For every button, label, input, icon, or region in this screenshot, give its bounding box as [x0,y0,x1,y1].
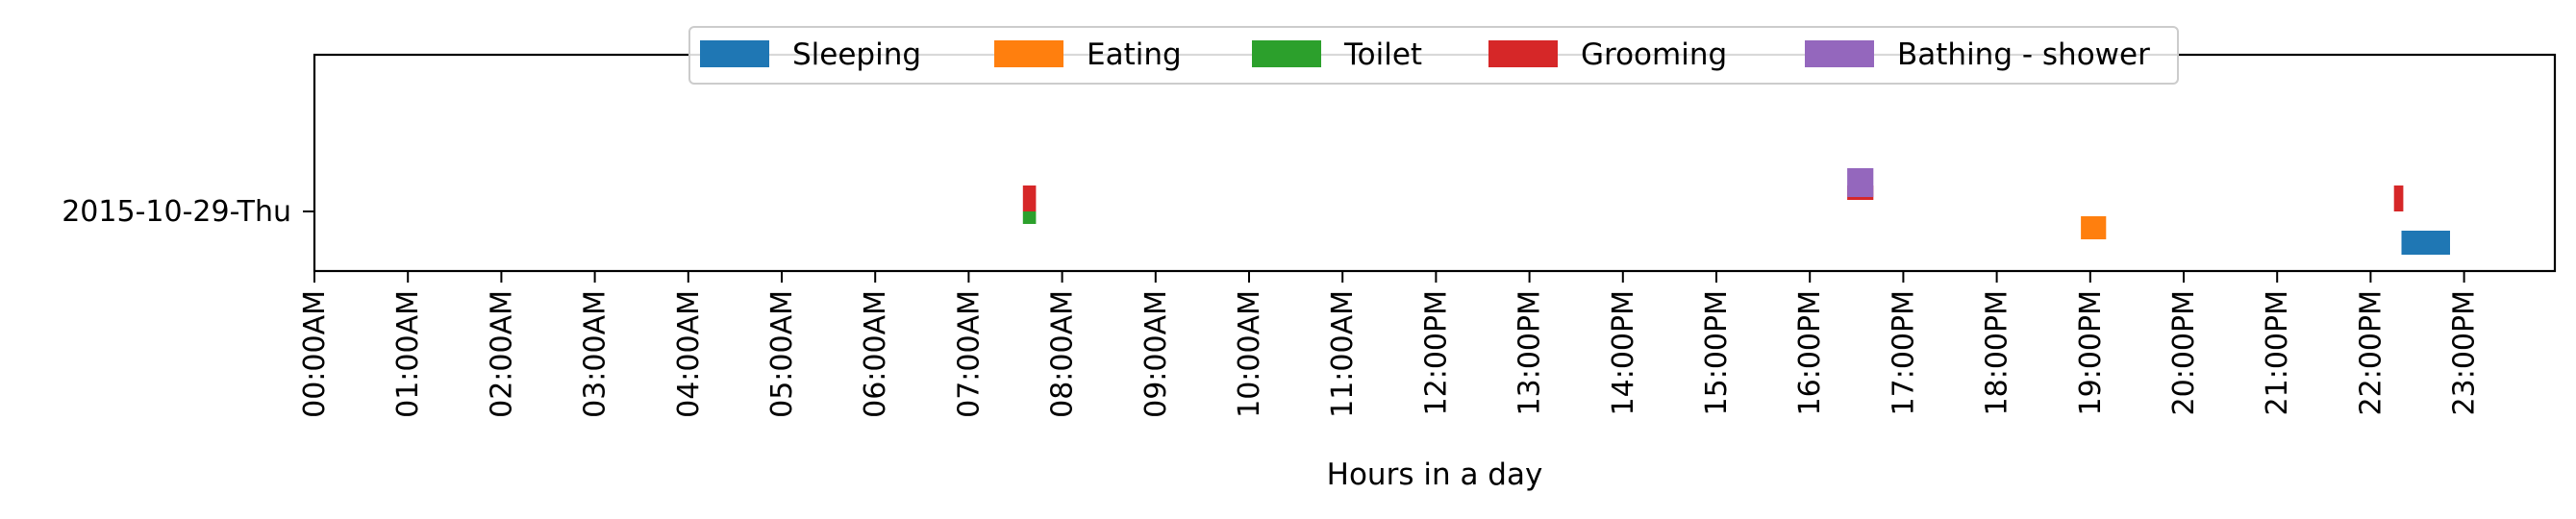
x-tick-label: 12:00PM [1419,290,1453,415]
legend-label: Eating [1087,37,1182,72]
x-tick-label: 06:00AM [859,290,892,418]
legend-label: Grooming [1581,37,1727,72]
bar-toilet [1022,211,1037,224]
x-tick-label: 01:00AM [391,290,425,418]
x-tick-label: 04:00AM [672,290,706,418]
x-tick-label: 11:00AM [1326,290,1360,418]
x-tick-label: 21:00PM [2261,290,2294,415]
bar-eating [2081,216,2107,239]
legend-label: Toilet [1343,37,1422,72]
x-tick-label: 10:00AM [1233,290,1266,418]
legend-swatch [700,40,769,67]
x-tick-label: 09:00AM [1139,290,1173,418]
x-axis-title: Hours in a day [1327,457,1543,492]
x-tick-label: 07:00AM [952,290,986,418]
plot-frame [313,53,2557,273]
legend: Sleeping Eating Toilet Grooming Bathing - sh… [688,26,2179,85]
bar-grooming [2393,185,2404,211]
x-tick-label: 00:00AM [298,290,332,418]
x-tick-label: 14:00PM [1607,290,1640,415]
y-axis-ticks: 2015-10-29-Thu [62,195,314,229]
x-tick-label: 22:00PM [2354,290,2388,415]
legend-swatch [1805,40,1874,67]
x-tick-label: 13:00PM [1513,290,1547,415]
y-tick-label: 2015-10-29-Thu [62,195,291,229]
x-tick-label: 16:00PM [1793,290,1827,415]
bar-bathing-shower [1847,168,1874,197]
bar-sleeping [2401,231,2450,255]
x-tick-label: 18:00PM [1981,290,2014,415]
legend-swatch [994,40,1063,67]
x-tick-label: 23:00PM [2448,290,2482,415]
x-tick-label: 08:00AM [1046,290,1080,418]
x-tick-label: 05:00AM [765,290,799,418]
legend-swatch [1252,40,1321,67]
x-tick-label: 20:00PM [2167,290,2201,415]
legend-label: Bathing - shower [1897,37,2150,72]
x-tick-label: 02:00AM [485,290,518,418]
x-tick-label: 17:00PM [1887,290,1920,415]
legend-swatch [1488,40,1558,67]
activity-bars [1022,168,2450,255]
x-tick-label: 03:00AM [579,290,613,418]
x-tick-label: 19:00PM [2074,290,2108,415]
x-axis-ticks: 00:00AM 01:00AM 02:00AM 03:00AM 04:00AM 05:00… [298,271,2482,418]
bar-grooming [1022,185,1037,211]
x-tick-label: 15:00PM [1700,290,1734,415]
legend-label: Sleeping [792,37,921,72]
